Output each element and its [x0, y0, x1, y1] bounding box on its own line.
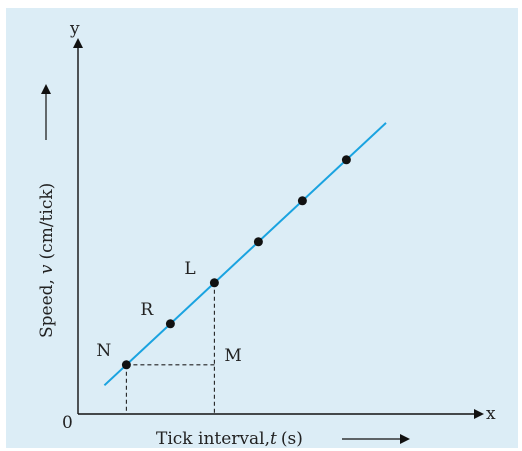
chart-figure: x y 0 Tick interval,t (s) Speed, v (cm/tick… — [6, 8, 518, 448]
data-point-2 — [165, 319, 175, 329]
y-axis-title-var: v — [37, 264, 57, 274]
construction-lines — [125, 282, 215, 414]
origin-label: 0 — [62, 413, 73, 433]
point-label-n: N — [96, 341, 111, 361]
y-axis-title: Speed, v (cm/tick) — [37, 183, 57, 338]
x-axis-title-unit: (s) — [281, 429, 303, 448]
y-axis-title-unit: (cm/tick) — [37, 183, 57, 260]
data-point-6 — [341, 155, 351, 165]
data-point-3 — [209, 278, 219, 288]
data-point-5 — [297, 196, 307, 206]
y-axis-letter: y — [69, 19, 80, 39]
point-label-l: L — [184, 259, 195, 279]
data-point-1 — [121, 360, 131, 370]
x-axis-title-prefix: Tick interval, — [156, 429, 270, 448]
point-label-r: R — [140, 300, 154, 320]
x-axis-title-var: t — [270, 429, 277, 448]
x-axis-letter: x — [486, 404, 496, 424]
y-axis-title-prefix: Speed, — [37, 279, 57, 338]
data-points — [121, 155, 351, 370]
corner-label-m: M — [224, 346, 241, 366]
data-point-4 — [253, 237, 263, 247]
speed-time-chart: x y 0 Tick interval,t (s) Speed, v (cm/tick… — [37, 19, 496, 448]
point-labels: N R L — [96, 259, 195, 361]
y-axis-title-group: Speed, v (cm/tick) — [37, 183, 57, 338]
x-axis-title: Tick interval,t (s) — [156, 429, 303, 448]
speed-line — [103, 122, 387, 387]
